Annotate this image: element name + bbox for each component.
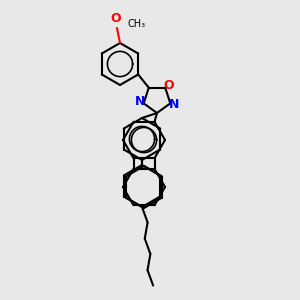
Text: N: N: [135, 95, 145, 108]
Text: O: O: [164, 79, 174, 92]
Text: O: O: [111, 12, 121, 25]
Text: N: N: [169, 98, 179, 111]
Text: CH₃: CH₃: [127, 19, 145, 28]
